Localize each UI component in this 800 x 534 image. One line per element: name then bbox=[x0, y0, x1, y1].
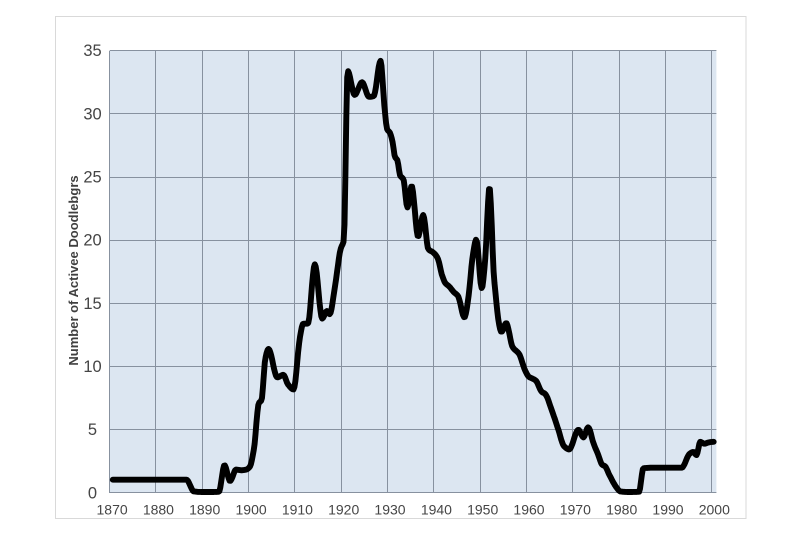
svg-text:0: 0 bbox=[88, 484, 97, 502]
svg-text:1980: 1980 bbox=[606, 502, 637, 518]
svg-text:1920: 1920 bbox=[328, 502, 359, 518]
svg-text:1930: 1930 bbox=[374, 502, 405, 518]
svg-text:30: 30 bbox=[83, 105, 101, 123]
svg-text:1880: 1880 bbox=[143, 502, 174, 518]
svg-text:1970: 1970 bbox=[560, 502, 591, 518]
svg-text:10: 10 bbox=[83, 358, 101, 376]
svg-text:35: 35 bbox=[83, 42, 101, 60]
svg-text:20: 20 bbox=[83, 232, 101, 250]
svg-text:25: 25 bbox=[83, 169, 101, 187]
svg-text:1910: 1910 bbox=[282, 502, 313, 518]
svg-text:Number of Activee Doodlebgrs: Number of Activee Doodlebgrs bbox=[66, 175, 81, 365]
svg-text:1900: 1900 bbox=[236, 502, 267, 518]
svg-text:2000: 2000 bbox=[699, 502, 730, 518]
svg-text:1890: 1890 bbox=[189, 502, 220, 518]
svg-text:1870: 1870 bbox=[97, 502, 128, 518]
svg-text:1950: 1950 bbox=[467, 502, 498, 518]
svg-text:1990: 1990 bbox=[652, 502, 683, 518]
svg-text:1940: 1940 bbox=[421, 502, 452, 518]
svg-text:5: 5 bbox=[88, 421, 97, 439]
svg-text:15: 15 bbox=[83, 295, 101, 313]
svg-text:1960: 1960 bbox=[513, 502, 544, 518]
